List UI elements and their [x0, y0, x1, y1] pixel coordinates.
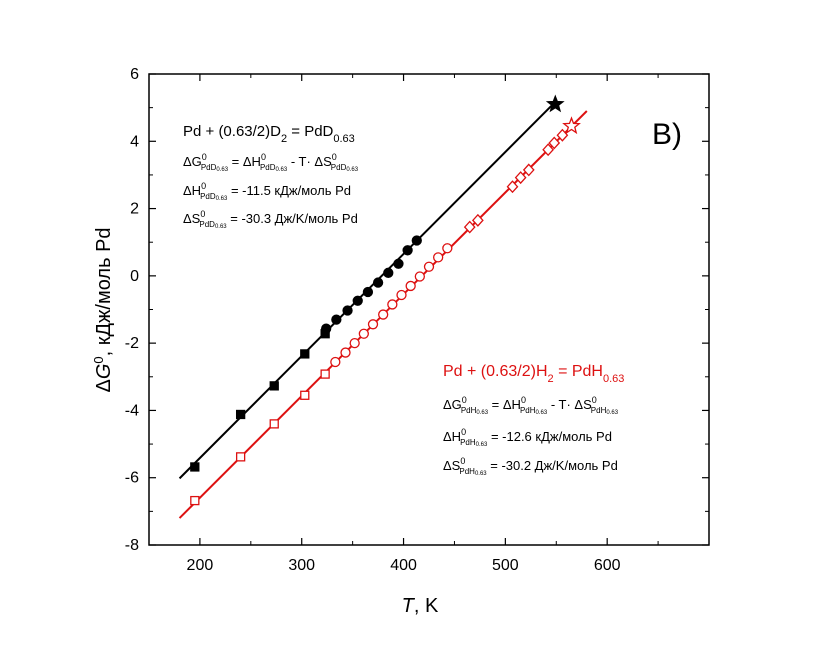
- y-axis-title: ΔG0, кДж/моль Pd: [91, 227, 116, 392]
- data-point-circle: [411, 235, 422, 246]
- data-point-circle: [378, 309, 389, 320]
- data-point-square: [269, 419, 279, 429]
- data-point-diamond: [514, 171, 527, 185]
- hydride-reaction: Pd + (0.63/2)H2 = PdH0.63: [443, 363, 624, 385]
- data-point-circle: [330, 356, 341, 368]
- data-point-diamond: [463, 220, 476, 234]
- data-point-diamond: [522, 163, 535, 177]
- data-point-square: [300, 349, 310, 359]
- data-point-square: [235, 409, 246, 420]
- x-axis-title: T, K: [402, 595, 439, 617]
- data-markers: [190, 94, 581, 506]
- data-point-diamond: [471, 213, 484, 227]
- y-tick-label: -6: [125, 470, 139, 487]
- x-tick-label: 500: [492, 557, 519, 574]
- x-tick-label: 600: [594, 557, 621, 574]
- data-point-diamond: [506, 180, 519, 194]
- data-point-circle: [331, 314, 342, 325]
- data-point-circle: [433, 252, 444, 263]
- plot-frame: [148, 73, 710, 546]
- data-point-square: [320, 369, 330, 379]
- data-point-circle: [442, 243, 453, 254]
- data-point-circle: [393, 258, 404, 269]
- data-point-diamond: [542, 143, 555, 157]
- hydride-enthalpy: ΔH0 PdH0.63 = -12.6 кДж/моль Pd: [443, 427, 612, 448]
- data-point-circle: [387, 299, 398, 310]
- data-point-circle: [414, 271, 425, 282]
- data-point-circle: [372, 277, 384, 288]
- data-point-circle: [362, 286, 374, 298]
- data-point-square: [269, 381, 279, 391]
- y-tick-label: 6: [130, 66, 139, 83]
- hydride-gibbs-equation: ΔG0 PdH0.63 = ΔH0 PdH0.63 - T· ΔS0 PdH0.63: [443, 395, 619, 416]
- data-point-diamond: [548, 136, 561, 150]
- data-point-circle: [340, 347, 351, 358]
- data-point-circle: [349, 337, 360, 349]
- y-tick-label: -4: [125, 402, 139, 419]
- data-point-circle: [352, 295, 363, 306]
- data-point-diamond: [556, 128, 569, 142]
- hydride-entropy: ΔS0 PdH0.63 = -30.2 Дж/K/моль Pd: [443, 456, 618, 477]
- data-point-square: [235, 452, 246, 462]
- data-point-circle: [405, 280, 416, 292]
- x-tick-label: 200: [187, 557, 214, 574]
- data-point-square: [190, 462, 200, 472]
- deuteride-enthalpy: ΔH0 PdD0.63 = -11.5 кДж/моль Pd: [183, 181, 351, 202]
- x-tick-label: 400: [390, 557, 417, 574]
- deuteride-entropy: ΔS0 PdD0.63 = -30.3 Дж/K/моль Pd: [183, 209, 358, 230]
- data-point-circle: [396, 289, 407, 301]
- data-point-circle: [367, 319, 379, 330]
- data-point-circle: [383, 267, 394, 278]
- panel-label: B): [652, 118, 682, 151]
- deuteride-annotation: Pd + (0.63/2)D2 = PdD0.63 ΔG0 PdD0.63 = Δ…: [183, 123, 359, 230]
- data-point-star: [562, 116, 581, 135]
- data-point-circle: [342, 305, 353, 316]
- data-point-square: [300, 390, 310, 400]
- axis-ticks: 200 300 400 500 600 -8 -6 -4 -2 0 2 4 6: [125, 66, 710, 574]
- data-point-circle: [423, 261, 435, 272]
- y-tick-label: 2: [130, 201, 139, 218]
- y-tick-label: 0: [130, 268, 139, 285]
- y-tick-label: -2: [125, 335, 139, 352]
- data-point-circle: [402, 245, 413, 256]
- y-tick-label: -8: [125, 537, 139, 554]
- x-tick-label: 300: [288, 557, 315, 574]
- hydride-annotation: Pd + (0.63/2)H2 = PdH0.63 ΔG0 PdH0.63 = Δ…: [443, 363, 624, 477]
- data-point-square: [190, 495, 200, 506]
- deuteride-reaction: Pd + (0.63/2)D2 = PdD0.63: [183, 123, 355, 145]
- data-point-star: [545, 94, 565, 113]
- data-point-circle: [358, 328, 369, 339]
- data-point-circle: [321, 323, 332, 334]
- y-tick-label: 4: [130, 133, 139, 150]
- deuteride-gibbs-equation: ΔG0 PdD0.63 = ΔH0 PdD0.63 - T· ΔS0 PdD0.63: [183, 152, 359, 173]
